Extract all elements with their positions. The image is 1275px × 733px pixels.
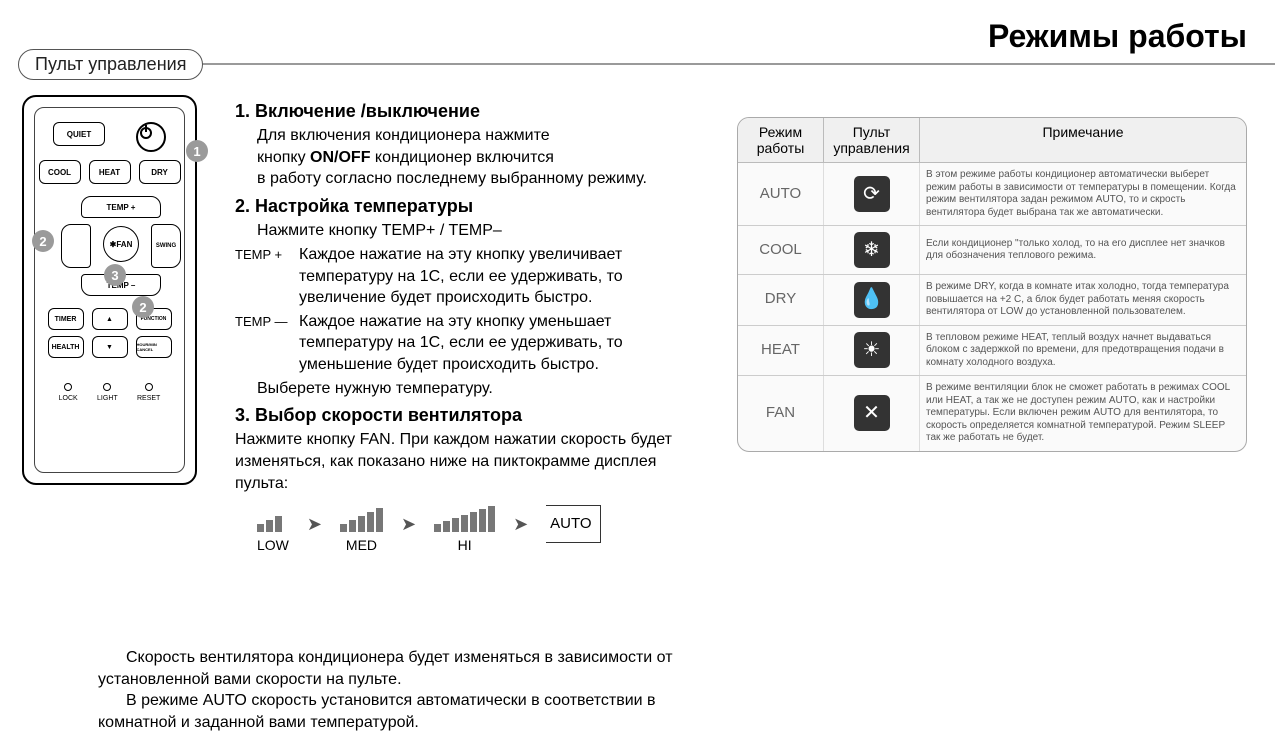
remote-inner: QUIET COOL HEAT DRY TEMP + TEMP – SWING … xyxy=(34,107,185,473)
mode-icon: ✕ xyxy=(854,395,890,431)
temp-plus-text: Каждое нажатие на эту кнопку увеличивает… xyxy=(299,244,695,309)
mode-name: COOL xyxy=(738,226,824,274)
remote-timer-button: TIMER xyxy=(48,308,84,330)
mode-table-row: AUTO ⟳ В этом режиме работы кондиционер ав… xyxy=(738,163,1246,225)
fan-hi-label: HI xyxy=(434,536,495,555)
section1-title: 1. Включение /выключение xyxy=(235,99,695,123)
callout-3: 3 xyxy=(104,264,126,286)
mode-icon: ❄ xyxy=(854,232,890,268)
remote-cool-button: COOL xyxy=(39,160,81,184)
remote-cancel-button: HOUR/MIN CANCEL xyxy=(136,336,172,358)
bottom-paragraph: Скорость вентилятора кондиционера будет … xyxy=(98,647,693,733)
temp-minus-label: TEMP — xyxy=(235,311,299,376)
remote-quiet-button: QUIET xyxy=(53,122,105,146)
lock-label: LOCK xyxy=(59,395,78,402)
remote-temp-plus: TEMP + xyxy=(81,196,161,218)
remote-bottom-row: LOCK LIGHT RESET xyxy=(35,383,184,402)
hdr-mode: Режим работы xyxy=(738,118,824,163)
remote-swing: SWING xyxy=(151,224,181,268)
s3-body: Нажмите кнопку FAN. При каждом нажатии с… xyxy=(235,429,695,494)
s2-line1: Нажмите кнопку TEMP+ / TEMP– xyxy=(235,220,695,242)
mode-icon: 💧 xyxy=(854,282,890,318)
mode-table-row: DRY 💧 В режиме DRY, когда в комнате итак х… xyxy=(738,274,1246,325)
remote-down-button: ▼ xyxy=(92,336,128,358)
remote-illustration: QUIET COOL HEAT DRY TEMP + TEMP – SWING … xyxy=(22,95,197,485)
mode-note: В режиме DRY, когда в комнате итак холод… xyxy=(920,275,1246,325)
mode-table-row: FAN ✕ В режиме вентиляции блок не сможет р… xyxy=(738,375,1246,451)
s1-line3: в работу согласно последнему выбранному … xyxy=(257,168,695,190)
mode-name: HEAT xyxy=(738,326,824,376)
mode-name: DRY xyxy=(738,275,824,325)
mode-icon: ☀ xyxy=(854,332,890,368)
mode-note: Если кондиционер "только холод, то на ег… xyxy=(920,226,1246,274)
remote-up-button: ▲ xyxy=(92,308,128,330)
light-label: LIGHT xyxy=(97,395,118,402)
callout-2b: 2 xyxy=(132,296,154,318)
mode-note: В тепловом режиме HEAT, теплый воздух на… xyxy=(920,326,1246,376)
hdr-note: Примечание xyxy=(920,118,1246,163)
mode-name: FAN xyxy=(738,376,824,451)
arrow-icon: ➤ xyxy=(401,512,416,536)
mode-icon-cell: 💧 xyxy=(824,275,920,325)
page-title: Режимы работы xyxy=(988,18,1247,55)
s2-last: Выберете нужную температуру. xyxy=(235,378,695,400)
fan-med-label: MED xyxy=(340,536,383,555)
mode-note: В режиме вентиляции блок не сможет работ… xyxy=(920,376,1246,451)
mode-icon-cell: ☀ xyxy=(824,326,920,376)
section2-title: 2. Настройка температуры xyxy=(235,194,695,218)
temp-plus-label: TEMP + xyxy=(235,244,299,309)
s1-line2: кнопку ON/OFF кондиционер включится xyxy=(257,147,695,169)
fan-low-label: LOW xyxy=(257,536,289,555)
remote-dry-button: DRY xyxy=(139,160,181,184)
arrow-icon: ➤ xyxy=(307,512,322,536)
remote-heat-button: HEAT xyxy=(89,160,131,184)
mode-icon-cell: ⟳ xyxy=(824,163,920,225)
fan-auto-label: AUTO xyxy=(546,505,600,543)
s1-line1: Для включения кондиционера нажмите xyxy=(257,125,695,147)
section-label: Пульт управления xyxy=(18,49,203,80)
remote-health-button: HEALTH xyxy=(48,336,84,358)
mode-icon: ⟳ xyxy=(854,176,890,212)
mode-table-row: COOL ❄ Если кондиционер "только холод, то … xyxy=(738,225,1246,274)
remote-left xyxy=(61,224,91,268)
callout-1: 1 xyxy=(186,140,208,162)
mode-icon-cell: ❄ xyxy=(824,226,920,274)
instructions: 1. Включение /выключение Для включения к… xyxy=(235,95,695,555)
hdr-remote: Пульт управления xyxy=(824,118,920,163)
reset-label: RESET xyxy=(137,395,160,402)
mode-table: Режим работы Пульт управления Примечание… xyxy=(737,117,1247,452)
temp-minus-text: Каждое нажатие на эту кнопку уменьшает т… xyxy=(299,311,695,376)
fan-speed-diagram: LOW ➤ MED ➤ HI ➤ AUTO xyxy=(257,502,695,555)
arrow-icon: ➤ xyxy=(513,512,528,536)
header-rule xyxy=(193,63,1275,65)
mode-note: В этом режиме работы кондиционер автомат… xyxy=(920,163,1246,225)
remote-power-button xyxy=(136,122,166,152)
callout-2a: 2 xyxy=(32,230,54,252)
remote-fan-button: ✱FAN xyxy=(103,226,139,262)
mode-name: AUTO xyxy=(738,163,824,225)
mode-table-row: HEAT ☀ В тепловом режиме HEAT, теплый возд… xyxy=(738,325,1246,376)
section3-title: 3. Выбор скорости вентилятора xyxy=(235,403,695,427)
mode-table-header: Режим работы Пульт управления Примечание xyxy=(738,118,1246,163)
mode-icon-cell: ✕ xyxy=(824,376,920,451)
